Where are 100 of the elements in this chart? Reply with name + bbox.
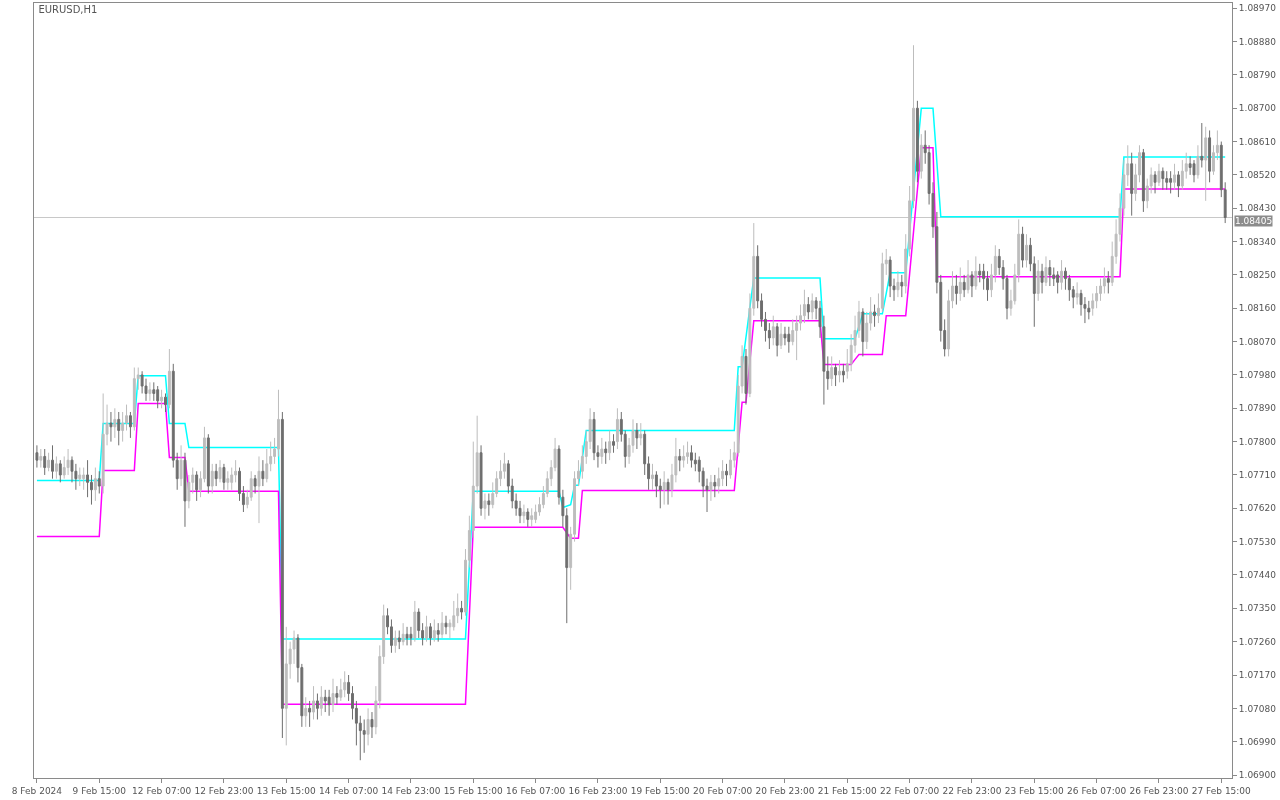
candlestick: [787, 326, 791, 354]
candlestick: [841, 363, 845, 383]
candlestick: [666, 478, 670, 506]
candlestick: [51, 444, 54, 480]
candlestick: [315, 693, 319, 720]
candlestick: [222, 463, 226, 491]
candlestick: [425, 615, 428, 643]
candlestick: [436, 622, 440, 643]
candlestick: [810, 292, 814, 320]
candlestick: [1075, 281, 1079, 306]
candlestick: [1200, 122, 1204, 168]
y-tick-label: 1.08970: [1238, 3, 1277, 14]
candlestick: [43, 448, 47, 476]
candlestick: [806, 296, 810, 320]
candlestick: [861, 307, 865, 357]
ref-line-label: 1.08405: [1235, 216, 1273, 226]
candlestick: [409, 626, 413, 646]
candlestick: [101, 392, 105, 494]
candlestick: [401, 622, 405, 646]
candlestick: [179, 444, 183, 487]
candlestick: [214, 463, 218, 487]
y-tick-label: 1.07710: [1238, 470, 1277, 481]
candlestick: [954, 274, 958, 306]
y-tick-label: 1.07530: [1238, 536, 1277, 547]
candlestick: [66, 448, 70, 476]
x-tick-label: 26 Feb 23:00: [1129, 785, 1189, 796]
x-tick-label: 16 Feb 07:00: [506, 785, 566, 796]
candlestick: [218, 459, 222, 483]
candlestick: [639, 422, 643, 446]
candlestick: [1153, 170, 1157, 194]
candlestick: [635, 422, 639, 450]
candlestick: [615, 407, 619, 450]
candlestick: [312, 685, 315, 720]
candlestick: [682, 444, 686, 469]
candlestick: [460, 600, 464, 620]
x-tick-label: 9 Feb 15:00: [72, 785, 127, 796]
candlestick: [689, 444, 693, 469]
candlestick: [47, 452, 51, 472]
candlestick: [725, 463, 728, 487]
line-series: [36, 147, 1226, 706]
candlestick: [1021, 226, 1025, 269]
candlestick: [919, 133, 923, 180]
candlestick: [323, 689, 327, 713]
candlestick: [308, 700, 312, 728]
candlestick: [709, 474, 713, 502]
y-tick-label: 1.07890: [1238, 403, 1277, 414]
y-tick-label: 1.07170: [1238, 670, 1277, 681]
candlestick: [771, 315, 775, 346]
candlestick: [1048, 259, 1052, 287]
candlestick: [93, 467, 97, 502]
y-tick-label: 1.08250: [1238, 270, 1277, 281]
candlestick: [257, 455, 261, 524]
y-tick-label: 1.07350: [1238, 603, 1277, 614]
candlestick: [526, 507, 530, 528]
candlestick: [1036, 259, 1040, 302]
candlestick: [54, 455, 58, 480]
candlestick: [280, 411, 284, 739]
y-tick-label: 1.06900: [1238, 770, 1277, 781]
chart-title: EURUSD,H1: [38, 3, 98, 15]
candlestick: [128, 411, 132, 439]
candlestick: [35, 444, 39, 469]
y-tick-label: 1.08790: [1238, 70, 1277, 81]
candlestick: [834, 363, 838, 387]
candlestick: [405, 626, 409, 646]
candlestick: [226, 470, 230, 491]
candlestick: [958, 267, 962, 302]
y-tick-label: 1.08880: [1238, 36, 1277, 47]
candlestick: [253, 474, 257, 494]
candlestick: [117, 411, 121, 446]
y-tick-label: 1.08520: [1238, 170, 1277, 181]
candlestick: [608, 430, 612, 461]
candlestick: [413, 600, 417, 643]
candlestick: [974, 255, 978, 291]
candlestick: [713, 474, 717, 498]
y-tick-label: 1.07980: [1238, 370, 1277, 381]
candlestick: [160, 389, 164, 409]
candlestick: [78, 467, 82, 487]
x-tick-label: 19 Feb 15:00: [630, 785, 691, 796]
candlestick: [1169, 170, 1173, 194]
candlestick: [830, 355, 834, 387]
x-tick-label: 14 Feb 23:00: [381, 785, 441, 796]
x-tick-label: 22 Feb 07:00: [880, 785, 940, 796]
candlestick: [1060, 259, 1064, 291]
candlestick: [744, 348, 748, 406]
candlestick: [319, 685, 323, 717]
candlestick: [1161, 166, 1165, 191]
candlestick: [156, 385, 160, 409]
y-tick-label: 1.07440: [1238, 570, 1277, 581]
candlestick: [304, 696, 308, 728]
candlestick: [966, 259, 970, 294]
candlestick: [331, 678, 335, 713]
candlestick: [343, 670, 347, 698]
candlestick: [896, 270, 900, 298]
x-tick-label: 21 Feb 15:00: [817, 785, 878, 796]
candlestick: [1040, 263, 1044, 294]
candlestick: [440, 611, 444, 639]
candlestick: [900, 274, 904, 298]
x-tick-label: 8 Feb 2024: [11, 785, 63, 796]
candlestick: [775, 322, 779, 357]
candlestick: [600, 437, 604, 465]
